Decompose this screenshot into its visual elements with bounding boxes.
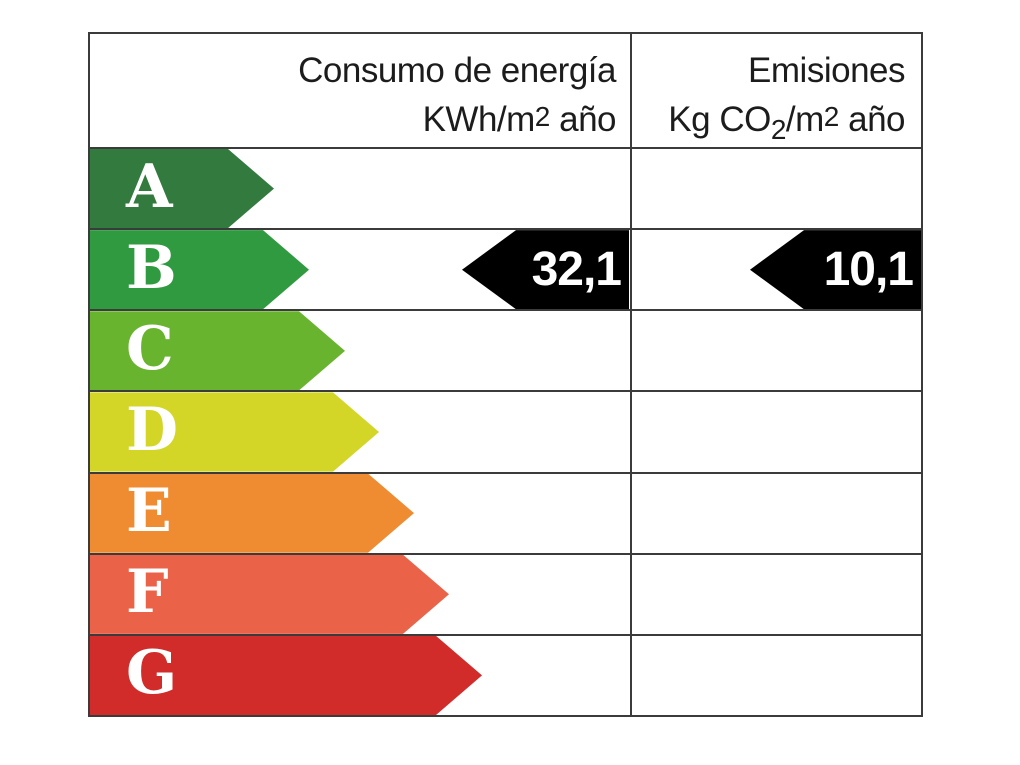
rating-letter: E	[126, 476, 172, 547]
emissions-value: 10,1	[823, 242, 914, 296]
rating-letter: D	[126, 394, 179, 465]
rating-letter: G	[126, 638, 178, 709]
emissions-indicator-arrow: 10,1	[750, 230, 921, 310]
column-divider	[630, 34, 632, 715]
rating-row-d: D	[90, 390, 921, 471]
rating-row-a: A	[90, 149, 921, 228]
consumption-indicator-arrow: 32,1	[462, 230, 629, 310]
rating-letter: A	[126, 151, 173, 222]
header-consumption-column: Consumo de energía KWh/m2 año	[90, 34, 632, 147]
consumption-title: Consumo de energía	[298, 51, 616, 90]
rating-letter: C	[126, 313, 174, 384]
rating-rows: A B 32,1 10,1 C D E F G	[90, 149, 921, 715]
rating-row-e: E	[90, 471, 921, 553]
rating-row-b: B 32,1 10,1	[90, 228, 921, 310]
rating-letter: B	[126, 232, 177, 303]
rating-bar-arrow-d: D	[90, 392, 379, 471]
rating-row-f: F	[90, 552, 921, 634]
rating-bar-arrow-c: C	[90, 311, 345, 390]
rating-row-c: C	[90, 309, 921, 390]
rating-bar-arrow-g: G	[90, 636, 482, 715]
rating-row-g: G	[90, 633, 921, 715]
emissions-unit: Kg CO2/m2 año	[668, 100, 905, 145]
consumption-value: 32,1	[531, 242, 622, 296]
rating-bar-arrow-e: E	[90, 474, 414, 553]
rating-table: Consumo de energía KWh/m2 año Emisiones …	[88, 32, 923, 717]
consumption-unit: KWh/m2 año	[422, 100, 617, 140]
rating-letter: F	[126, 557, 169, 628]
header-emissions-column: Emisiones Kg CO2/m2 año	[632, 34, 921, 147]
table-header: Consumo de energía KWh/m2 año Emisiones …	[90, 34, 921, 149]
rating-bar-arrow-f: F	[90, 555, 449, 634]
rating-bar-arrow-a: A	[90, 149, 274, 228]
rating-bar-arrow-b: B	[90, 230, 309, 309]
emissions-title: Emisiones	[748, 51, 905, 90]
